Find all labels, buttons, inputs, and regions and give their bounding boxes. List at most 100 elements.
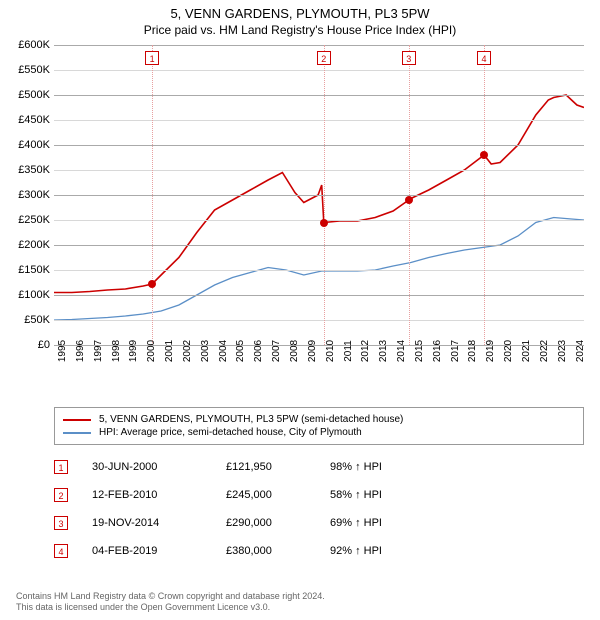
transaction-date: 30-JUN-2000 [92, 461, 202, 473]
x-tick-label: 2006 [253, 340, 264, 362]
x-tick-label: 2023 [557, 340, 568, 362]
x-tick-label: 2008 [289, 340, 300, 362]
x-tick-label: 2001 [164, 340, 175, 362]
y-tick-label: £500K [2, 89, 50, 101]
x-tick-label: 2018 [467, 340, 478, 362]
y-tick-label: £600K [2, 39, 50, 51]
x-tick-label: 2024 [575, 340, 586, 362]
x-tick-label: 1995 [57, 340, 68, 362]
x-tick-label: 2013 [378, 340, 389, 362]
transaction-row: 1 30-JUN-2000 £121,950 98% ↑ HPI [54, 453, 584, 481]
transaction-marker: 2 [54, 488, 68, 502]
y-tick-label: £200K [2, 239, 50, 251]
transaction-date: 04-FEB-2019 [92, 545, 202, 557]
line-property [54, 95, 584, 293]
sale-marker-line [152, 45, 153, 345]
y-gridline [54, 95, 584, 96]
y-gridline [54, 195, 584, 196]
y-tick-label: £350K [2, 164, 50, 176]
y-tick-label: £400K [2, 139, 50, 151]
transaction-row: 404-FEB-2019£380,00092% ↑ HPI [54, 537, 584, 565]
transaction-date: 19-NOV-2014 [92, 517, 202, 529]
x-tick-label: 2012 [360, 340, 371, 362]
x-tick-label: 2021 [521, 340, 532, 362]
transaction-marker: 3 [54, 516, 68, 530]
y-gridline [54, 320, 584, 321]
y-gridline [54, 245, 584, 246]
x-tick-label: 2011 [343, 340, 354, 362]
sale-marker-line [409, 45, 410, 345]
sale-marker-badge: 2 [317, 51, 331, 65]
sale-marker-badge: 3 [402, 51, 416, 65]
transaction-row: 2 12-FEB-2010 £245,000 58% ↑ HPI [54, 481, 584, 509]
y-tick-label: £100K [2, 289, 50, 301]
x-tick-label: 2019 [485, 340, 496, 362]
x-tick-label: 2002 [182, 340, 193, 362]
y-tick-label: £300K [2, 189, 50, 201]
footer-line2: This data is licensed under the Open Gov… [16, 602, 325, 614]
legend-swatch-hpi [63, 432, 91, 434]
legend-label-hpi: HPI: Average price, semi-detached house,… [99, 427, 362, 438]
x-tick-label: 2009 [307, 340, 318, 362]
sale-point [320, 219, 328, 227]
x-tick-label: 1997 [93, 340, 104, 362]
sale-point [405, 196, 413, 204]
sale-marker-line [484, 45, 485, 345]
transaction-price: £245,000 [226, 489, 306, 501]
x-tick-label: 2000 [146, 340, 157, 362]
y-gridline [54, 145, 584, 146]
transaction-pct: 58% ↑ HPI [330, 489, 420, 501]
y-gridline [54, 120, 584, 121]
transaction-price: £380,000 [226, 545, 306, 557]
transaction-row: 3 19-NOV-2014 £290,000 69% ↑ HPI [54, 509, 584, 537]
footer-attribution: Contains HM Land Registry data © Crown c… [16, 591, 325, 614]
y-gridline [54, 45, 584, 46]
x-tick-label: 2014 [396, 340, 407, 362]
x-tick-label: 1996 [75, 340, 86, 362]
x-tick-label: 2016 [432, 340, 443, 362]
x-tick-label: 2004 [218, 340, 229, 362]
x-tick-label: 2017 [450, 340, 461, 362]
x-tick-label: 2020 [503, 340, 514, 362]
sale-point [148, 280, 156, 288]
legend-box: 5, VENN GARDENS, PLYMOUTH, PL3 5PW (semi… [54, 407, 584, 445]
transaction-marker: 1 [54, 460, 68, 474]
x-tick-label: 2007 [271, 340, 282, 362]
transaction-date: 12-FEB-2010 [92, 489, 202, 501]
footer-line1: Contains HM Land Registry data © Crown c… [16, 591, 325, 603]
y-tick-label: £550K [2, 64, 50, 76]
legend-item-hpi: HPI: Average price, semi-detached house,… [63, 427, 575, 438]
sale-marker-badge: 1 [145, 51, 159, 65]
legend-label-property: 5, VENN GARDENS, PLYMOUTH, PL3 5PW (semi… [99, 414, 403, 425]
chart-title: 5, VENN GARDENS, PLYMOUTH, PL3 5PW [0, 6, 600, 21]
sale-marker-line [324, 45, 325, 345]
transaction-pct: 98% ↑ HPI [330, 461, 420, 473]
y-gridline [54, 170, 584, 171]
line-hpi [54, 218, 584, 321]
y-tick-label: £250K [2, 214, 50, 226]
sale-marker-badge: 4 [477, 51, 491, 65]
transaction-price: £290,000 [226, 517, 306, 529]
y-tick-label: £450K [2, 114, 50, 126]
chart-header: 5, VENN GARDENS, PLYMOUTH, PL3 5PW Price… [0, 0, 600, 37]
transaction-price: £121,950 [226, 461, 306, 473]
y-gridline [54, 270, 584, 271]
transaction-pct: 69% ↑ HPI [330, 517, 420, 529]
transactions-table: 1 30-JUN-2000 £121,950 98% ↑ HPI 2 12-FEB-201… [54, 453, 584, 565]
y-tick-label: £50K [2, 314, 50, 326]
chart-subtitle: Price paid vs. HM Land Registry's House … [0, 23, 600, 37]
transaction-marker: 4 [54, 544, 68, 558]
y-tick-label: £150K [2, 264, 50, 276]
x-tick-label: 2003 [200, 340, 211, 362]
legend-item-property: 5, VENN GARDENS, PLYMOUTH, PL3 5PW (semi… [63, 414, 575, 425]
x-tick-label: 1998 [111, 340, 122, 362]
sale-point [480, 151, 488, 159]
x-tick-label: 2015 [414, 340, 425, 362]
x-tick-label: 2005 [235, 340, 246, 362]
y-gridline [54, 70, 584, 71]
legend-swatch-property [63, 419, 91, 421]
chart-area: 1 2 3 4 £0 £50K £100K £150K £200K £250K £300K £350… [0, 37, 600, 407]
plot-region: 1 2 3 4 [54, 45, 584, 345]
y-tick-label: £0 [2, 339, 50, 351]
x-tick-label: 2022 [539, 340, 550, 362]
